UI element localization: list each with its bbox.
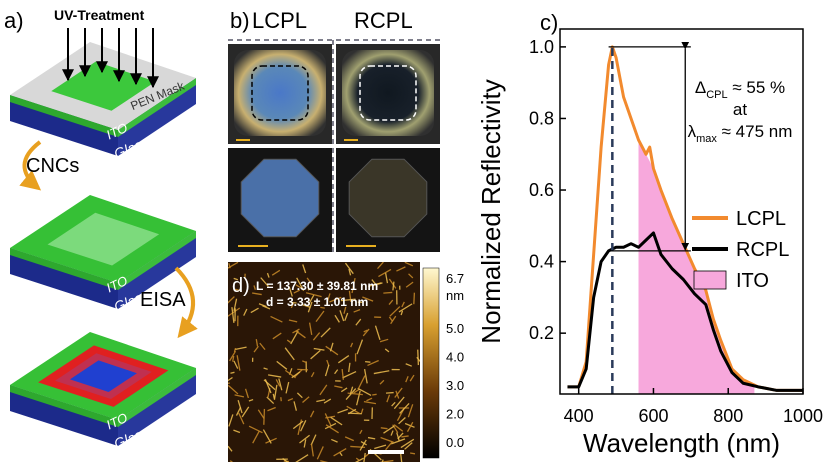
afm-stat: L = 137.30 ± 39.81 nm <box>256 279 378 293</box>
legend-swatch <box>694 271 726 289</box>
afm-feature <box>264 409 265 425</box>
annotation-text: ≈ 55 % <box>728 78 786 97</box>
x-tick-label: 1000 <box>783 406 823 426</box>
uv-label: UV-Treatment <box>54 7 145 23</box>
colorbar-label: 0.0 <box>446 435 464 450</box>
afm-feature <box>372 394 376 395</box>
colorbar-label: 6.7 <box>446 271 464 286</box>
x-axis-title: Wavelength (nm) <box>583 428 780 458</box>
figure: a)ITOGlassPEN MaskUV-TreatmentITOGlassIT… <box>0 0 830 464</box>
x-tick-label: 800 <box>713 406 743 426</box>
x-tick-label: 600 <box>638 406 668 426</box>
sample <box>241 159 319 237</box>
legend-label: LCPL <box>736 208 786 230</box>
afm-stat: d = 3.33 ± 1.01 nm <box>266 295 368 309</box>
sample <box>349 159 427 237</box>
panel-label: a) <box>4 8 24 33</box>
y-tick-label: 0.2 <box>529 323 554 343</box>
colorbar-label: 4.0 <box>446 350 464 365</box>
y-tick-label: 0.4 <box>529 252 554 272</box>
step-label: EISA <box>140 289 186 311</box>
panel-d: d) L = 137.30 ± 39.81 nm d = 3.33 ± 1.01 n… <box>223 262 464 464</box>
afm-feature <box>410 453 415 454</box>
annotation: ΔCPL ≈ 55 % <box>695 78 785 101</box>
annotation-sub: max <box>696 133 717 145</box>
colorbar <box>423 268 439 458</box>
colorbar-label: 5.0 <box>446 321 464 336</box>
legend-label: ITO <box>736 270 769 292</box>
annotation-sub: CPL <box>706 89 727 101</box>
afm-feature <box>418 350 419 365</box>
afm-feature <box>383 292 392 293</box>
colorbar-label: 3.0 <box>446 378 464 393</box>
y-tick-label: 0.8 <box>529 108 554 128</box>
annotation-text: ≈ 475 nm <box>717 122 792 141</box>
photo-film <box>342 50 434 136</box>
lcpl-label: LCPL <box>252 8 307 33</box>
colorbar-label: 2.0 <box>446 407 464 422</box>
panel-label: c) <box>540 10 558 35</box>
panel-b: b)LCPL RCPL <box>228 8 442 254</box>
afm-feature <box>386 393 394 394</box>
panel-label: d) <box>232 275 250 297</box>
y-axis-title: Normalized Reflectivity <box>476 79 506 343</box>
y-tick-label: 1.0 <box>529 37 554 57</box>
photo-film <box>234 50 326 136</box>
annotation-text: Δ <box>695 78 706 97</box>
step-label: CNCs <box>26 155 79 177</box>
annotation-text: at <box>733 100 747 119</box>
y-tick-label: 0.6 <box>529 180 554 200</box>
panel-label: b) <box>230 8 250 33</box>
afm-feature <box>230 372 234 373</box>
afm-feature <box>414 293 415 305</box>
annotation: at <box>733 100 747 119</box>
legend-label: RCPL <box>736 239 789 261</box>
afm-feature <box>365 362 370 363</box>
afm-feature <box>381 428 388 429</box>
colorbar-unit: nm <box>446 288 464 303</box>
rcpl-label: RCPL <box>354 8 413 33</box>
x-tick-label: 400 <box>564 406 594 426</box>
annotation: λmax ≈ 475 nm <box>688 122 793 145</box>
